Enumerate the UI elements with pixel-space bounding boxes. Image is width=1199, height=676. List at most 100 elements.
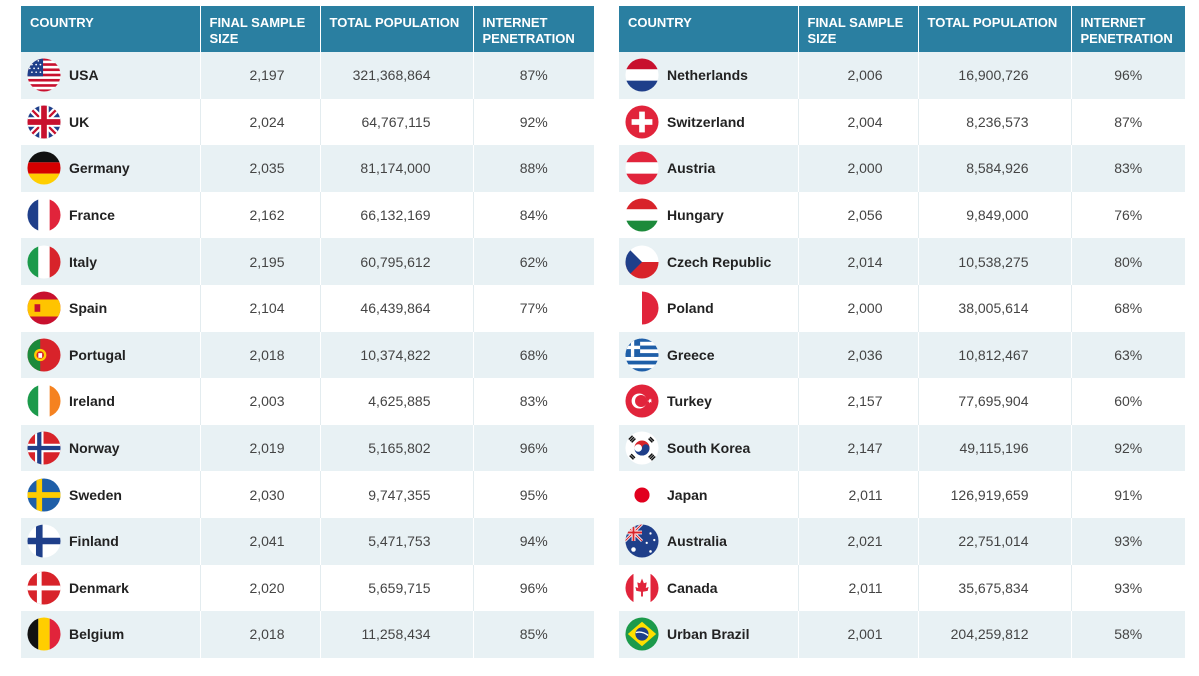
- country-name: Switzerland: [667, 113, 745, 130]
- country-name: Japan: [667, 486, 708, 503]
- population-cell: 49,115,196: [918, 424, 1072, 472]
- penetration-cell: 95%: [473, 471, 594, 518]
- table-row: Finland 2,041 5,471,753 94%: [21, 517, 594, 565]
- sample-size-cell: 2,021: [798, 517, 919, 565]
- population-cell: 10,538,275: [918, 238, 1072, 285]
- country-table-left: COUNTRY FINAL SAMPLE SIZE TOTAL POPULATI…: [21, 6, 594, 658]
- population-cell: 4,625,885: [320, 378, 474, 425]
- population-cell: 64,767,115: [320, 98, 474, 146]
- sample-size-cell: 2,006: [798, 52, 919, 99]
- penetration-cell: 87%: [1071, 98, 1185, 146]
- penetration-cell: 84%: [473, 191, 594, 239]
- country-cell: France: [21, 191, 201, 239]
- table-row: Turkey 2,157 77,695,904 60%: [619, 378, 1185, 425]
- population-cell: 10,812,467: [918, 331, 1072, 379]
- header-row: COUNTRY FINAL SAMPLE SIZE TOTAL POPULATI…: [619, 6, 1185, 52]
- country-name: Germany: [69, 160, 130, 177]
- sample-size-cell: 2,195: [200, 238, 321, 285]
- table-row: Sweden 2,030 9,747,355 95%: [21, 471, 594, 518]
- country-cell: Poland: [619, 284, 799, 332]
- usa-flag-icon: [27, 58, 61, 92]
- country-cell: Turkey: [619, 378, 799, 425]
- country-name: Italy: [69, 253, 98, 270]
- country-name: South Korea: [667, 440, 751, 457]
- uk-flag-icon: [27, 105, 61, 139]
- table-row: France 2,162 66,132,169 84%: [21, 191, 594, 239]
- sample-size-cell: 2,162: [200, 191, 321, 239]
- country-cell: Switzerland: [619, 98, 799, 146]
- table-row: Switzerland 2,004 8,236,573 87%: [619, 98, 1185, 146]
- population-cell: 5,659,715: [320, 564, 474, 612]
- table-row: Austria 2,000 8,584,926 83%: [619, 145, 1185, 192]
- population-cell: 22,751,014: [918, 517, 1072, 565]
- table-row: Belgium 2,018 11,258,434 85%: [21, 611, 594, 658]
- france-flag-icon: [27, 198, 61, 232]
- table-row: Urban Brazil 2,001 204,259,812 58%: [619, 611, 1185, 658]
- country-cell: South Korea: [619, 424, 799, 472]
- country-cell: Portugal: [21, 331, 201, 379]
- population-cell: 35,675,834: [918, 564, 1072, 612]
- country-name: USA: [69, 67, 99, 84]
- country-cell: Ireland: [21, 378, 201, 425]
- austria-flag-icon: [625, 151, 659, 186]
- sample-size-cell: 2,147: [798, 424, 919, 472]
- sample-size-cell: 2,036: [798, 331, 919, 379]
- portugal-flag-icon: [27, 338, 61, 372]
- country-cell: Australia: [619, 517, 799, 565]
- penetration-cell: 62%: [473, 238, 594, 285]
- header-row: COUNTRY FINAL SAMPLE SIZE TOTAL POPULATI…: [21, 6, 594, 52]
- population-cell: 10,374,822: [320, 331, 474, 379]
- netherlands-flag-icon: [625, 58, 659, 92]
- country-cell: Spain: [21, 284, 201, 332]
- sample-size-cell: 2,035: [200, 145, 321, 192]
- country-cell: UK: [21, 98, 201, 146]
- canada-flag-icon: [625, 571, 659, 605]
- belgium-flag-icon: [27, 617, 61, 651]
- penetration-cell: 83%: [473, 378, 594, 425]
- penetration-cell: 92%: [473, 98, 594, 146]
- table-row: Canada 2,011 35,675,834 93%: [619, 564, 1185, 612]
- greece-flag-icon: [625, 338, 659, 372]
- penetration-cell: 96%: [1071, 52, 1185, 99]
- south-korea-flag-icon: [625, 431, 659, 465]
- ireland-flag-icon: [27, 384, 61, 418]
- sample-size-cell: 2,018: [200, 611, 321, 658]
- country-cell: Hungary: [619, 191, 799, 239]
- table-row: Australia 2,021 22,751,014 93%: [619, 517, 1185, 565]
- population-cell: 321,368,864: [320, 52, 474, 99]
- sample-size-cell: 2,024: [200, 98, 321, 146]
- country-name: Netherlands: [667, 67, 748, 84]
- country-cell: Urban Brazil: [619, 611, 799, 658]
- total-population-column-header: TOTAL POPULATION: [320, 6, 474, 52]
- country-name: Portugal: [69, 346, 126, 363]
- norway-flag-icon: [27, 431, 61, 465]
- population-cell: 38,005,614: [918, 284, 1072, 332]
- penetration-cell: 77%: [473, 284, 594, 332]
- japan-flag-icon: [625, 478, 659, 512]
- country-name: Poland: [667, 300, 714, 317]
- italy-flag-icon: [27, 245, 61, 279]
- sample-size-cell: 2,030: [200, 471, 321, 518]
- population-cell: 11,258,434: [320, 611, 474, 658]
- table-row: Norway 2,019 5,165,802 96%: [21, 424, 594, 472]
- sample-size-cell: 2,011: [798, 564, 919, 612]
- table-row: Denmark 2,020 5,659,715 96%: [21, 564, 594, 612]
- penetration-cell: 87%: [473, 52, 594, 99]
- country-cell: Finland: [21, 517, 201, 565]
- population-cell: 46,439,864: [320, 284, 474, 332]
- total-population-column-header: TOTAL POPULATION: [918, 6, 1072, 52]
- country-column-header: COUNTRY: [619, 6, 799, 52]
- sample-size-column-header: FINAL SAMPLE SIZE: [200, 6, 321, 52]
- population-cell: 5,165,802: [320, 424, 474, 472]
- sample-size-cell: 2,104: [200, 284, 321, 332]
- sweden-flag-icon: [27, 478, 61, 512]
- country-name: Spain: [69, 300, 108, 317]
- penetration-cell: 63%: [1071, 331, 1185, 379]
- country-name: Ireland: [69, 393, 115, 410]
- australia-flag-icon: [625, 524, 659, 558]
- population-cell: 9,849,000: [918, 191, 1072, 239]
- penetration-cell: 93%: [1071, 564, 1185, 612]
- poland-flag-icon: [625, 291, 659, 325]
- country-name: Hungary: [667, 207, 724, 224]
- country-cell: Netherlands: [619, 52, 799, 99]
